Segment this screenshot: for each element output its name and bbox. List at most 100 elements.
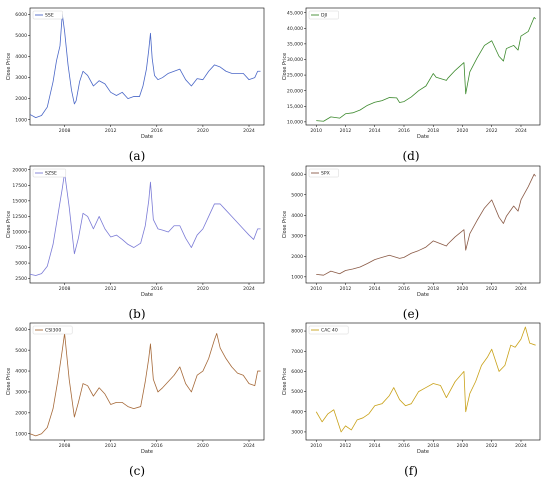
y-tick-label: 25,000 — [287, 73, 303, 79]
legend-box — [308, 168, 339, 178]
y-tick-label: 2000 — [15, 410, 27, 416]
y-tick-label: 5000 — [15, 261, 27, 267]
x-tick-label: 2024 — [515, 443, 527, 449]
y-tick-label: 20000 — [12, 167, 27, 173]
y-tick-label: 4000 — [15, 54, 27, 60]
series-line-sse — [29, 13, 261, 119]
y-tick-label: 45,000 — [287, 10, 303, 16]
chart-panel-d: 2010 2012 2014 2016 2018 2020 2022 2024 10,000 15… — [282, 7, 541, 140]
x-tick-label: 2020 — [457, 128, 469, 134]
x-tick-label: 2008 — [59, 443, 71, 449]
y-tick-label: 12500 — [12, 214, 27, 220]
x-tick-label: 2024 — [243, 128, 255, 134]
y-axis-label: Close Price — [6, 211, 12, 238]
x-tick-label: 2020 — [457, 443, 469, 449]
legend-label: SPX — [321, 171, 330, 177]
y-tick-label: 5000 — [15, 33, 27, 39]
y-tick-label: 3000 — [291, 430, 303, 436]
panel-label-a: (a) — [129, 149, 146, 163]
legend-label: SZSE — [45, 171, 57, 177]
x-tick-label: 2020 — [197, 443, 209, 449]
x-tick-label: 2016 — [151, 443, 163, 449]
legend-box — [32, 10, 63, 20]
y-tick-label: 6000 — [291, 172, 303, 178]
legend-box — [308, 10, 339, 20]
x-tick-label: 2012 — [340, 128, 352, 134]
x-tick-label: 2016 — [398, 128, 410, 134]
y-tick-label: 6000 — [15, 327, 27, 333]
y-axis-label: Close Price — [282, 53, 288, 80]
legend-label: CAC 40 — [321, 328, 338, 334]
legend-box — [32, 325, 73, 335]
y-tick-label: 30,000 — [287, 57, 303, 63]
y-tick-label: 5000 — [291, 192, 303, 198]
chart-panel-e: 2010 2012 2014 2016 2018 2020 2022 2024 1000 2000… — [282, 165, 541, 298]
x-axis-label: Date — [417, 134, 429, 140]
x-tick-label: 2022 — [486, 286, 498, 292]
y-tick-label: 6000 — [15, 12, 27, 18]
y-tick-label: 10000 — [12, 230, 27, 236]
y-tick-label: 1000 — [291, 274, 303, 280]
y-tick-label: 1000 — [15, 117, 27, 123]
legend-label: CSI300 — [45, 328, 61, 334]
x-tick-label: 2008 — [59, 128, 71, 134]
x-axis-label: Date — [141, 134, 153, 140]
x-tick-label: 2014 — [369, 443, 381, 449]
y-tick-label: 3000 — [15, 390, 27, 396]
panel-label-c: (c) — [129, 464, 145, 478]
y-tick-label: 5000 — [291, 389, 303, 395]
x-tick-label: 2024 — [243, 443, 255, 449]
y-axis-label: Close Price — [6, 53, 12, 80]
plot-area-frame — [305, 165, 541, 284]
y-tick-label: 17500 — [12, 183, 27, 189]
x-tick-label: 2020 — [197, 128, 209, 134]
x-tick-label: 2016 — [398, 286, 410, 292]
y-axis-label: Close Price — [6, 368, 12, 395]
y-tick-label: 7500 — [15, 245, 27, 251]
x-tick-label: 2012 — [105, 443, 117, 449]
series-line-csi300 — [29, 333, 261, 437]
x-tick-label: 2008 — [59, 286, 71, 292]
panel-label-d: (d) — [402, 149, 419, 163]
panel-label-b: (b) — [128, 307, 145, 321]
x-axis-label: Date — [141, 292, 153, 298]
y-tick-label: 15000 — [12, 198, 27, 204]
chart-panel-b: 2008 2012 2016 2020 2024 2500 5000 7500 10000 125… — [6, 165, 265, 298]
x-tick-label: 2012 — [340, 286, 352, 292]
x-tick-label: 2014 — [369, 286, 381, 292]
x-tick-label: 2010 — [310, 286, 322, 292]
x-axis-label: Date — [417, 292, 429, 298]
y-tick-label: 6000 — [291, 369, 303, 375]
y-tick-label: 5000 — [15, 348, 27, 354]
x-tick-label: 2010 — [310, 128, 322, 134]
y-tick-label: 10,000 — [287, 119, 303, 125]
y-tick-label: 2000 — [291, 254, 303, 260]
y-tick-label: 1000 — [15, 431, 27, 437]
x-tick-label: 2024 — [515, 128, 527, 134]
series-line-szse — [29, 172, 261, 276]
x-tick-label: 2018 — [427, 128, 439, 134]
panel-label-f: (f) — [404, 464, 418, 478]
panel-label-e: (e) — [403, 307, 419, 321]
x-tick-label: 2018 — [427, 443, 439, 449]
x-tick-label: 2024 — [515, 286, 527, 292]
x-axis-label: Date — [417, 449, 429, 455]
x-tick-label: 2012 — [105, 128, 117, 134]
x-tick-label: 2022 — [486, 128, 498, 134]
legend-label: DJI — [321, 13, 327, 19]
plot-area-frame — [29, 165, 265, 284]
x-tick-label: 2020 — [197, 286, 209, 292]
series-line-cac-40 — [315, 326, 536, 433]
legend-box — [308, 325, 349, 335]
y-axis-label: Close Price — [282, 211, 288, 238]
plot-area-frame — [305, 322, 541, 441]
x-tick-label: 2022 — [486, 443, 498, 449]
y-tick-label: 2500 — [15, 276, 27, 282]
y-tick-label: 40,000 — [287, 26, 303, 32]
y-tick-label: 35,000 — [287, 41, 303, 47]
x-tick-label: 2016 — [151, 128, 163, 134]
y-tick-label: 4000 — [15, 369, 27, 375]
x-tick-label: 2014 — [369, 128, 381, 134]
x-tick-label: 2012 — [105, 286, 117, 292]
